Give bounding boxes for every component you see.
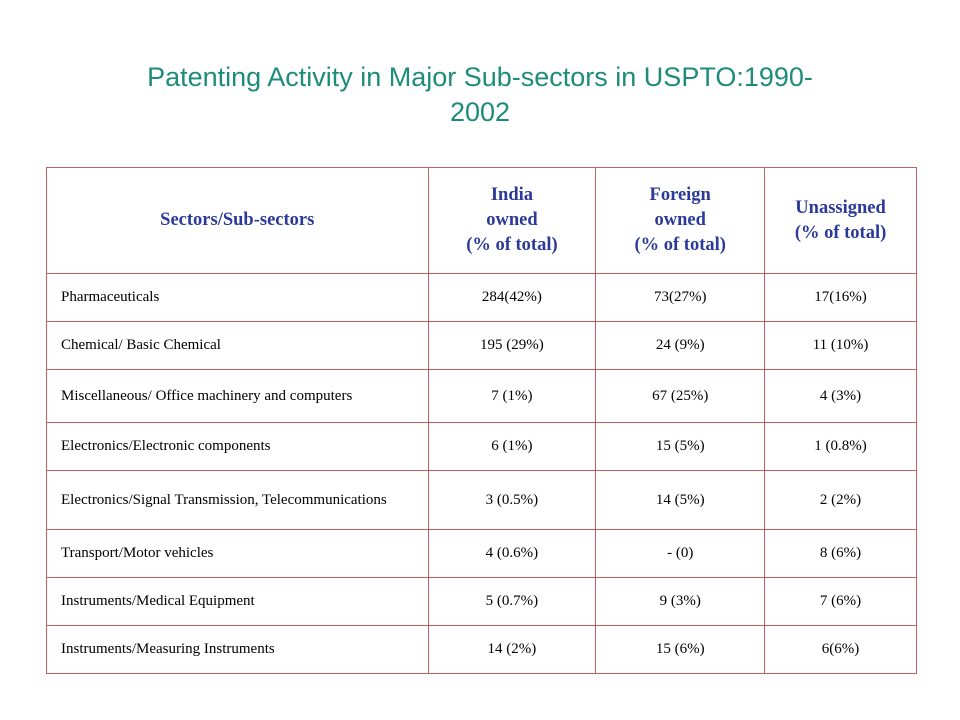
foreign-owned-cell: 67 (25%) [595,369,766,423]
sector-cell: Transport/Motor vehicles [46,529,429,578]
header-unassigned: Unassigned (% of total) [764,167,917,274]
header-india-owned: India owned (% of total) [427,167,597,274]
table-row: Chemical/ Basic Chemical 195 (29%) 24 (9… [46,321,917,370]
foreign-owned-cell: 15 (5%) [595,422,766,471]
table-row: Electronics/Signal Transmission, Telecom… [46,470,917,530]
header-sectors: Sectors/Sub-sectors [46,167,429,274]
table-row: Miscellaneous/ Office machinery and comp… [46,369,917,423]
sector-cell: Instruments/Measuring Instruments [46,625,429,674]
unassigned-cell: 1 (0.8%) [764,422,917,471]
page-title-line-1: Patenting Activity in Major Sub-sectors … [147,62,813,92]
unassigned-cell: 17(16%) [764,273,917,322]
header-text: Sectors/Sub-sectors [160,210,315,230]
india-owned-cell: 284(42%) [427,273,597,322]
unassigned-cell: 6(6%) [764,625,917,674]
sector-cell: Electronics/Electronic components [46,422,429,471]
unassigned-cell: 7 (6%) [764,577,917,626]
unassigned-cell: 11 (10%) [764,321,917,370]
foreign-owned-cell: 24 (9%) [595,321,766,370]
header-foreign-owned: Foreign owned (% of total) [595,167,766,274]
sector-cell: Electronics/Signal Transmission, Telecom… [46,470,429,530]
unassigned-cell: 2 (2%) [764,470,917,530]
foreign-owned-cell: 73(27%) [595,273,766,322]
header-text: (% of total) [794,222,887,243]
india-owned-cell: 6 (1%) [427,422,597,471]
table-row: Pharmaceuticals 284(42%) 73(27%) 17(16%) [46,273,917,322]
header-text: India [490,185,533,205]
india-owned-cell: 3 (0.5%) [427,470,597,530]
foreign-owned-cell: - (0) [595,529,766,578]
table-row: Instruments/Measuring Instruments 14 (2%… [46,625,917,674]
page-title: Patenting Activity in Major Sub-sectors … [60,60,900,130]
unassigned-cell: 8 (6%) [764,529,917,578]
patent-activity-table: Sectors/Sub-sectors India owned (% of to… [46,167,917,674]
sector-cell: Miscellaneous/ Office machinery and comp… [46,369,429,423]
table-row: Instruments/Medical Equipment 5 (0.7%) 9… [46,577,917,626]
header-text: owned [654,210,706,230]
table-row: Electronics/Electronic components 6 (1%)… [46,422,917,471]
header-text: (% of total) [634,235,726,255]
page-title-line-2: 2002 [449,97,511,127]
sector-cell: Pharmaceuticals [46,273,429,322]
india-owned-cell: 5 (0.7%) [427,577,597,626]
unassigned-cell: 4 (3%) [764,369,917,423]
sector-cell: Instruments/Medical Equipment [46,577,429,626]
india-owned-cell: 14 (2%) [427,625,597,674]
table-row: Transport/Motor vehicles 4 (0.6%) - (0) … [46,529,917,578]
india-owned-cell: 4 (0.6%) [427,529,597,578]
header-text: owned [486,210,538,230]
header-text: Unassigned [795,197,886,218]
foreign-owned-cell: 15 (6%) [595,625,766,674]
india-owned-cell: 7 (1%) [427,369,597,423]
sector-cell: Chemical/ Basic Chemical [46,321,429,370]
header-text: Foreign [649,185,711,205]
header-text: (% of total) [466,235,558,255]
foreign-owned-cell: 14 (5%) [595,470,766,530]
foreign-owned-cell: 9 (3%) [595,577,766,626]
india-owned-cell: 195 (29%) [427,321,597,370]
table-header-row: Sectors/Sub-sectors India owned (% of to… [46,167,917,274]
